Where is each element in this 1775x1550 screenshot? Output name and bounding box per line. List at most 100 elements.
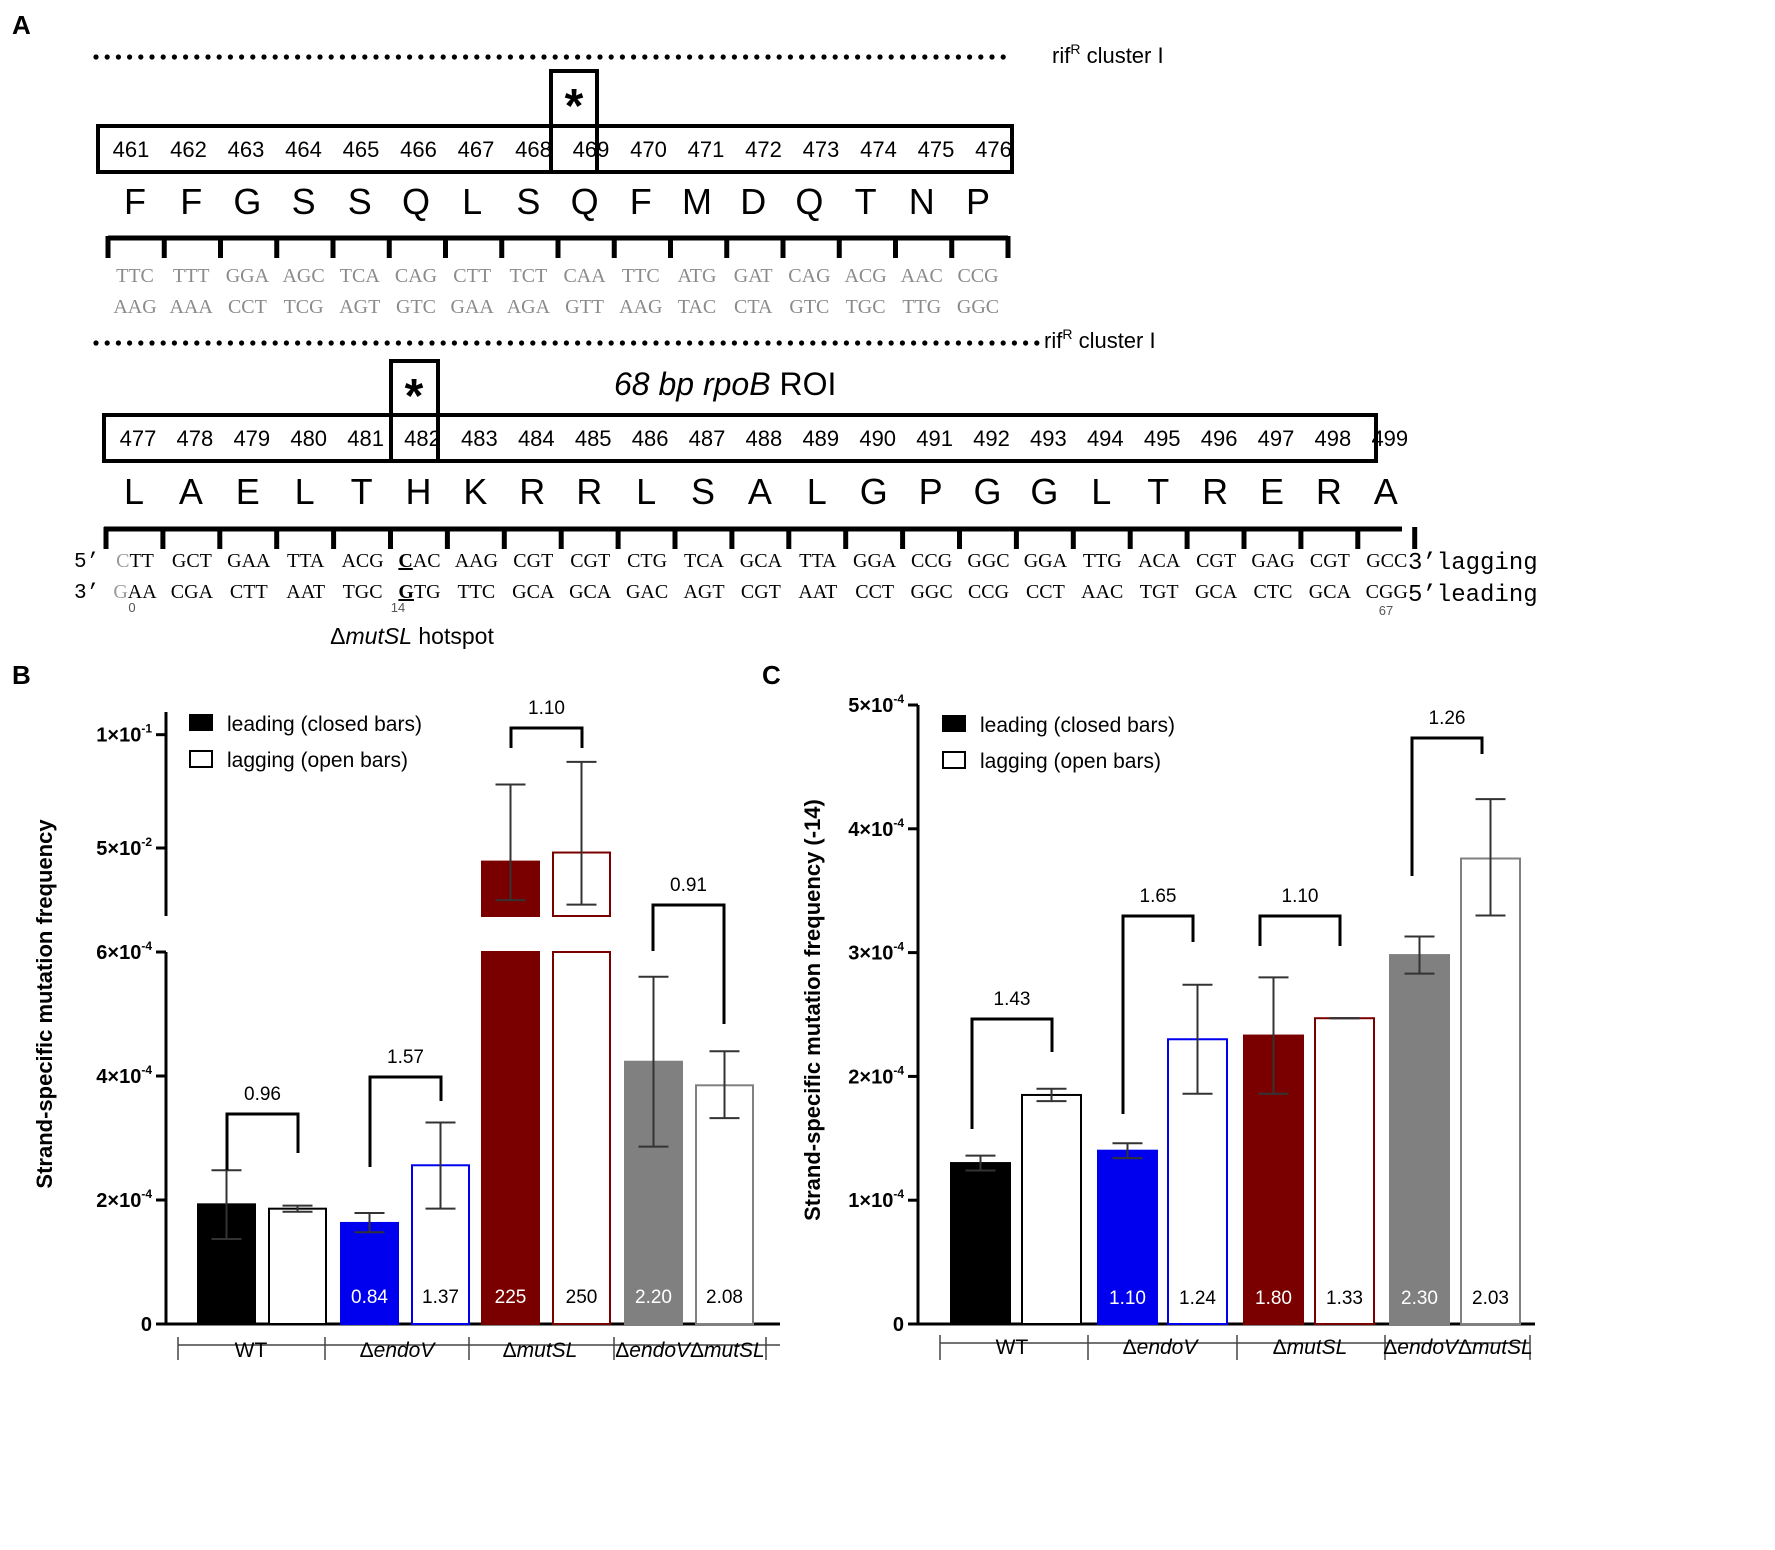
amino-acid: P: [966, 181, 990, 222]
dot: [272, 340, 278, 346]
dot: [821, 340, 827, 346]
dot: [283, 54, 289, 60]
dot: [664, 340, 670, 346]
position-number: 494: [1087, 426, 1124, 451]
position-number: 485: [575, 426, 612, 451]
dot: [776, 340, 782, 346]
dot: [698, 340, 704, 346]
bar-group: 2.20 2.08: [624, 975, 754, 1326]
codon: ACG: [341, 550, 383, 572]
ratio-label: 1.57: [387, 1047, 424, 1068]
dot: [552, 340, 558, 346]
ratio-label: 1.26: [1429, 708, 1466, 729]
codon: GGC: [910, 581, 952, 603]
dot: [183, 340, 189, 346]
dot: [485, 54, 491, 60]
codon: GCA: [569, 581, 612, 603]
codon: CGG: [1366, 581, 1408, 603]
bar-value-label: 1.33: [1326, 1288, 1363, 1309]
position-number: 468: [515, 137, 552, 162]
dot: [899, 340, 906, 346]
bar-lagging: [268, 1207, 327, 1326]
codon-bottom: TTG: [902, 296, 941, 318]
amino-acid: G: [1030, 471, 1058, 512]
dot: [227, 54, 233, 60]
bar-value-label: 1.80: [1255, 1288, 1292, 1309]
category-label: WT: [235, 1339, 268, 1362]
codon: CTG: [627, 550, 667, 572]
error-bar: [1182, 983, 1213, 1095]
codon-top: CTT: [453, 265, 491, 287]
error-bar: [211, 1169, 242, 1241]
position-number: 488: [746, 426, 783, 451]
bar-group: 0.84 1.37: [340, 1121, 470, 1326]
codon-top: ATG: [678, 265, 717, 287]
codon-bottom: GTC: [396, 296, 436, 318]
bar-group: 2.30 2.03: [1389, 798, 1521, 1326]
bar-lagging: [1314, 1017, 1375, 1325]
dot: [295, 340, 301, 346]
amino-acid: F: [630, 181, 652, 222]
codon: GTG: [398, 581, 440, 603]
dot: [306, 54, 312, 60]
position-number: 464: [285, 137, 322, 162]
position-number: 480: [290, 426, 327, 451]
legend-swatch-lagging: [942, 751, 966, 769]
codon-bottom: GTT: [565, 296, 604, 318]
dot: [104, 340, 110, 346]
codon: GCA: [1309, 581, 1352, 603]
codon: GAA: [113, 581, 157, 603]
codon: CGT: [513, 550, 553, 572]
panel-label-a: A: [12, 10, 31, 40]
dot: [552, 54, 558, 60]
dot: [911, 340, 917, 346]
dot: [776, 54, 782, 60]
codon-bottom: CCT: [228, 296, 267, 318]
ratio-bracket: [970, 1017, 1054, 1129]
dot: [743, 54, 749, 60]
dot: [429, 340, 435, 346]
dot: [922, 340, 928, 346]
ratio-bracket-mutsl: 1.10: [509, 698, 584, 748]
dot: [944, 340, 950, 346]
bar-value-label: 225: [495, 1287, 527, 1308]
legend-label-leading: leading (closed bars): [227, 713, 422, 736]
dot: [463, 340, 469, 346]
bar-lagging: [1460, 857, 1521, 1326]
codon-top: GAT: [734, 265, 773, 287]
position-number: 466: [400, 137, 437, 162]
amino-acid: Q: [402, 181, 430, 222]
dot: [731, 340, 738, 346]
dot: [586, 340, 592, 346]
dot: [261, 340, 267, 346]
dot: [205, 54, 211, 60]
dot: [989, 54, 995, 60]
position-number: 474: [860, 137, 897, 162]
codon: CGT: [741, 581, 781, 603]
dot: [451, 54, 457, 60]
dot: [799, 54, 805, 60]
dot: [171, 54, 177, 60]
dot: [373, 54, 379, 60]
bar-group: [950, 1087, 1082, 1326]
error-bar: [1475, 798, 1506, 917]
codon: GGC: [967, 550, 1009, 572]
position-number: 469: [573, 137, 610, 162]
amino-acid: T: [1147, 471, 1169, 512]
codon-bottom: TGC: [846, 296, 886, 318]
codon: AAC: [1081, 581, 1123, 603]
position-number: 497: [1258, 426, 1295, 451]
dot: [149, 340, 155, 346]
y-tick-label: 5×10-2: [96, 835, 152, 860]
dot: [205, 340, 211, 346]
dot: [115, 54, 121, 60]
dot: [474, 340, 480, 346]
dot: [575, 54, 581, 60]
dot: [429, 54, 435, 60]
panel-c: C 0 1×10-4 2×10-4 3×10-4 4×10-4 5×10-4 Strand-s…: [762, 660, 1535, 1360]
ratio-label: 1.65: [1140, 886, 1177, 907]
amino-acid: S: [691, 471, 715, 512]
dot: [765, 54, 771, 60]
ratio-bracket-mutsl: 1.10: [1258, 886, 1342, 946]
y-tick-label: 3×10-4: [848, 940, 904, 965]
